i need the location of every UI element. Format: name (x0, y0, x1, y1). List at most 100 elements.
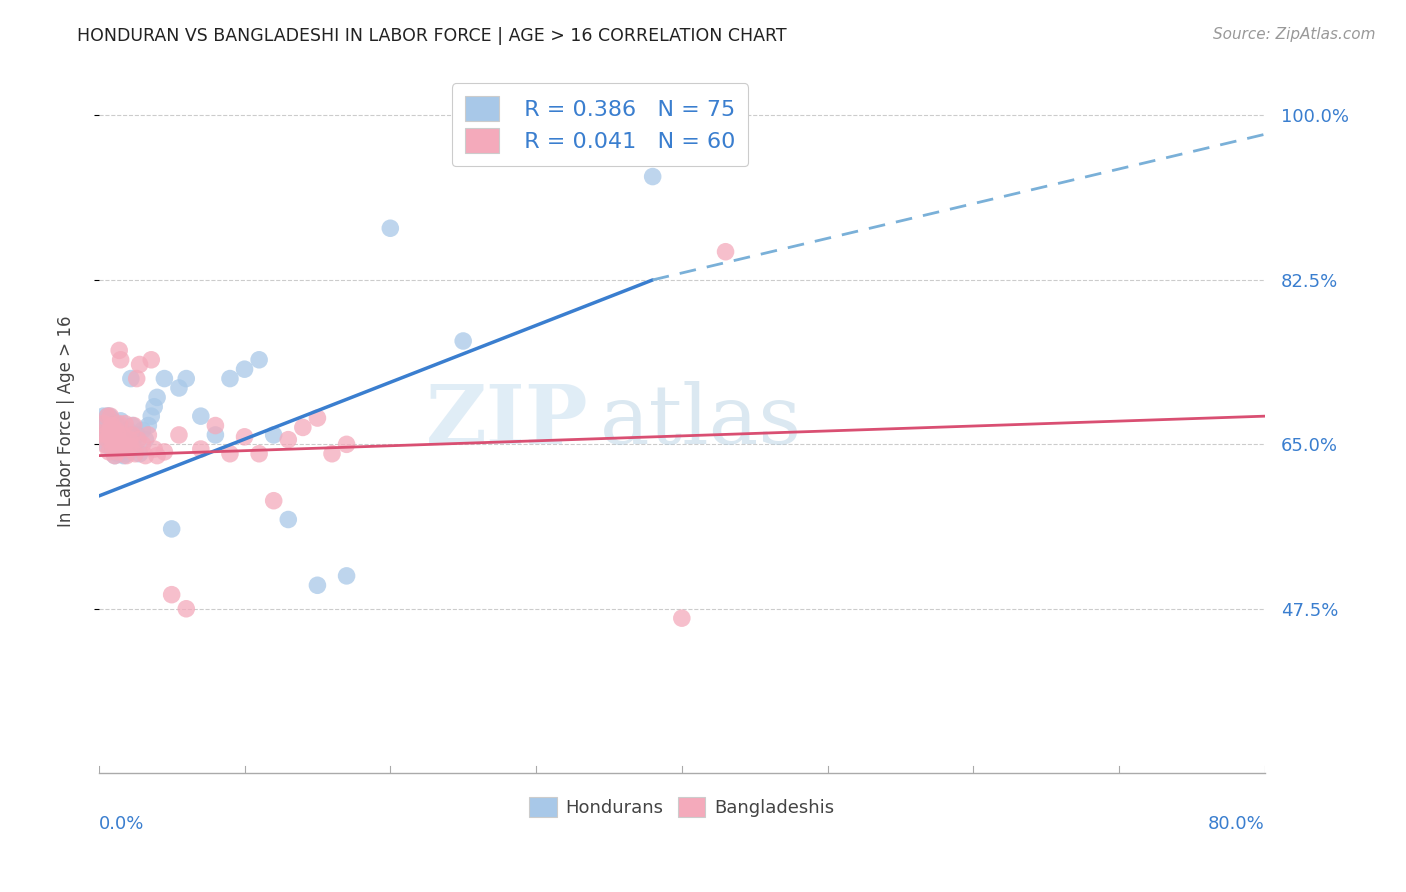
Point (131, 437, 153, 451)
Point (94, 418, 117, 433)
Point (107, 445, 129, 459)
Point (91, 409, 114, 424)
Point (131, 423, 153, 437)
Point (98, 445, 121, 459)
Point (204, 428, 226, 442)
Point (190, 409, 212, 424)
Point (96, 433, 118, 447)
Point (714, 244, 737, 259)
Point (110, 352, 132, 367)
Point (110, 430, 132, 444)
Point (160, 588, 183, 602)
Point (153, 371, 176, 385)
Point (103, 417, 125, 431)
Point (146, 390, 169, 404)
Point (96, 409, 118, 424)
Text: atlas: atlas (600, 381, 803, 461)
Point (277, 512, 299, 526)
Point (134, 449, 156, 463)
Text: Source: ZipAtlas.com: Source: ZipAtlas.com (1212, 27, 1375, 42)
Point (190, 442, 212, 456)
Point (122, 418, 145, 433)
Point (167, 428, 190, 442)
Point (93, 420, 115, 434)
Point (104, 430, 127, 444)
Point (174, 371, 197, 385)
Point (335, 437, 357, 451)
Point (98, 439, 121, 453)
Point (263, 428, 285, 442)
Point (112, 449, 135, 463)
Point (110, 439, 132, 453)
Point (138, 428, 160, 442)
Point (124, 447, 146, 461)
Point (321, 447, 343, 461)
Point (108, 428, 131, 442)
Point (98, 409, 121, 424)
Point (111, 439, 134, 453)
Point (233, 430, 256, 444)
Point (114, 417, 136, 431)
Point (108, 417, 131, 431)
Point (105, 417, 128, 431)
Point (125, 371, 148, 385)
Point (143, 442, 166, 456)
Point (134, 433, 156, 447)
Legend: Hondurans, Bangladeshis: Hondurans, Bangladeshis (522, 789, 841, 824)
Point (107, 433, 129, 447)
Point (127, 433, 149, 447)
Point (93, 430, 115, 444)
Point (128, 358, 150, 372)
Point (124, 442, 146, 456)
Point (120, 371, 142, 385)
Point (98, 417, 121, 431)
Point (125, 428, 148, 442)
Point (110, 447, 132, 461)
Point (114, 442, 136, 456)
Point (111, 428, 134, 442)
Point (104, 420, 127, 434)
Point (263, 493, 285, 508)
Point (114, 426, 136, 441)
Point (307, 411, 329, 425)
Point (219, 447, 242, 461)
Point (117, 423, 139, 437)
Point (108, 442, 131, 456)
Point (105, 430, 128, 444)
Text: ZIP: ZIP (426, 381, 589, 461)
Point (100, 409, 122, 424)
Point (451, 334, 474, 348)
Point (105, 423, 128, 437)
Point (105, 445, 128, 459)
Point (112, 433, 135, 447)
Point (153, 445, 176, 459)
Point (101, 418, 124, 433)
Point (105, 439, 128, 453)
Point (233, 362, 256, 376)
Point (100, 420, 122, 434)
Point (117, 442, 139, 456)
Point (104, 433, 127, 447)
Point (641, 169, 664, 184)
Point (138, 418, 160, 433)
Point (96, 420, 118, 434)
Point (307, 578, 329, 592)
Point (93, 437, 115, 451)
Point (143, 400, 166, 414)
Text: 0.0%: 0.0% (98, 815, 145, 833)
Point (204, 418, 226, 433)
Point (91, 417, 114, 431)
Point (115, 449, 138, 463)
Point (174, 601, 197, 615)
Point (247, 352, 270, 367)
Point (98, 428, 121, 442)
Point (122, 433, 145, 447)
Point (104, 449, 127, 463)
Point (107, 428, 129, 442)
Point (100, 433, 122, 447)
Point (96, 430, 118, 444)
Point (104, 449, 127, 463)
Point (103, 430, 125, 444)
Point (118, 428, 141, 442)
Point (101, 433, 124, 447)
